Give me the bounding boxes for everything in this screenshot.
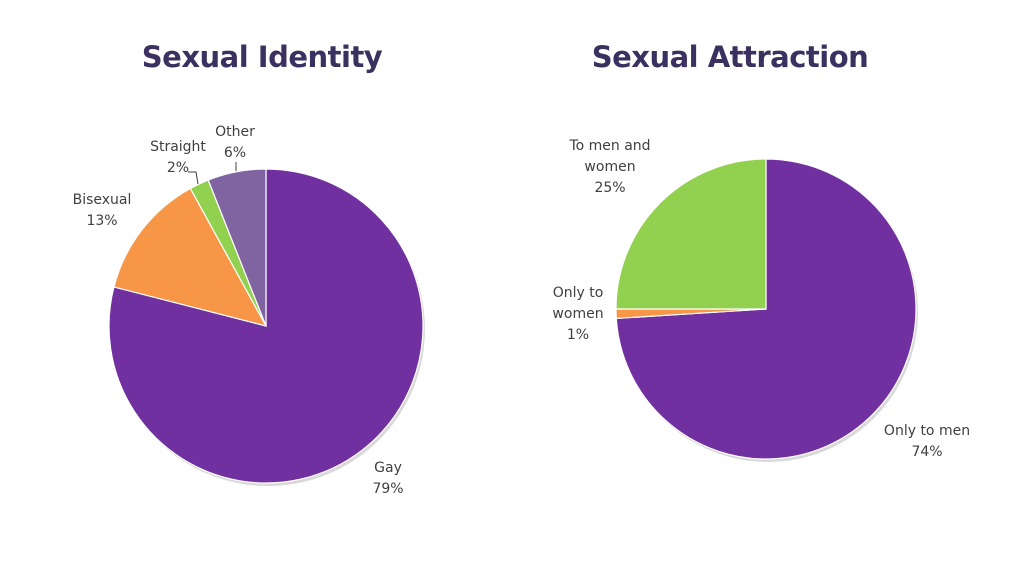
data-label-to-men-and-women-value: 25%: [594, 180, 625, 196]
data-label-bisexual-value: 13%: [86, 213, 117, 229]
data-label-to-men-and-women-text: women: [584, 159, 635, 175]
pie-slice-to-men-and-women: [615, 158, 767, 310]
data-label-only-to-women-value: 1%: [567, 327, 589, 343]
data-label-only-to-men-text: Only to men: [884, 423, 970, 439]
data-label-bisexual-text: Bisexual: [73, 192, 132, 208]
data-label-straight-value: 2%: [167, 160, 189, 176]
data-label-gay-text: Gay: [374, 460, 402, 476]
data-label-other-text: Other: [215, 124, 255, 140]
data-label-other-value: 6%: [224, 145, 246, 161]
data-label-only-to-men-value: 74%: [911, 444, 942, 460]
data-label-straight-text: Straight: [150, 139, 206, 155]
leader-line-straight: [188, 171, 199, 185]
data-label-gay-value: 79%: [372, 481, 403, 497]
data-label-only-to-women-text: Only to: [553, 285, 604, 301]
pie-slice-bisexual: [113, 187, 268, 327]
chart-title-sexual-attraction: Sexual Attraction: [591, 40, 869, 74]
data-label-to-men-and-women-text: To men and: [568, 138, 650, 154]
chart-title-sexual-identity: Sexual Identity: [141, 40, 383, 74]
data-label-only-to-women-text: women: [552, 306, 603, 322]
pie-slice-other: [207, 168, 267, 327]
pie-slice-gay: [108, 168, 424, 484]
